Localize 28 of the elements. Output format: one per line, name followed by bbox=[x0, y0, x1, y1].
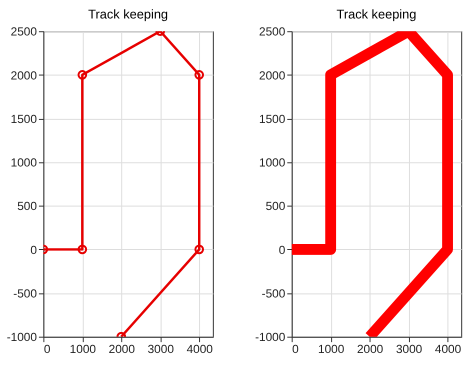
x-tick-label: 4000 bbox=[186, 342, 214, 356]
y-tick-label: -500 bbox=[13, 286, 38, 300]
x-tick-label: 0 bbox=[44, 342, 51, 356]
y-tick-label: 1000 bbox=[10, 156, 38, 170]
x-tick-label: 4000 bbox=[434, 342, 462, 356]
chart-title: Track keeping bbox=[336, 6, 416, 22]
y-tick-label: 2500 bbox=[259, 24, 286, 39]
x-tick-label: 1000 bbox=[70, 342, 96, 356]
y-tick-label: -500 bbox=[262, 286, 286, 300]
y-tick-label: 1500 bbox=[259, 112, 286, 126]
x-tick-label: 2000 bbox=[108, 342, 136, 356]
x-tick-label: 1000 bbox=[318, 342, 345, 356]
y-tick-label: -1000 bbox=[6, 330, 38, 344]
x-tick-label: 0 bbox=[292, 342, 300, 356]
x-tick-label: 3000 bbox=[148, 342, 174, 356]
y-tick-label: 0 bbox=[30, 242, 38, 257]
x-tick-label: 2000 bbox=[356, 342, 384, 356]
y-tick-label: 1500 bbox=[10, 112, 38, 126]
x-tick-label: 3000 bbox=[396, 342, 423, 356]
y-tick-label: 2000 bbox=[10, 68, 38, 82]
y-tick-label: 0 bbox=[278, 242, 286, 257]
y-tick-label: -1000 bbox=[255, 330, 286, 344]
y-tick-label: 2000 bbox=[259, 68, 286, 82]
y-tick-label: 1000 bbox=[259, 156, 286, 170]
chart-title: Track keeping bbox=[88, 6, 168, 22]
y-tick-label: 500 bbox=[266, 199, 286, 214]
y-tick-label: 500 bbox=[17, 199, 38, 214]
y-tick-label: 2500 bbox=[10, 24, 38, 39]
